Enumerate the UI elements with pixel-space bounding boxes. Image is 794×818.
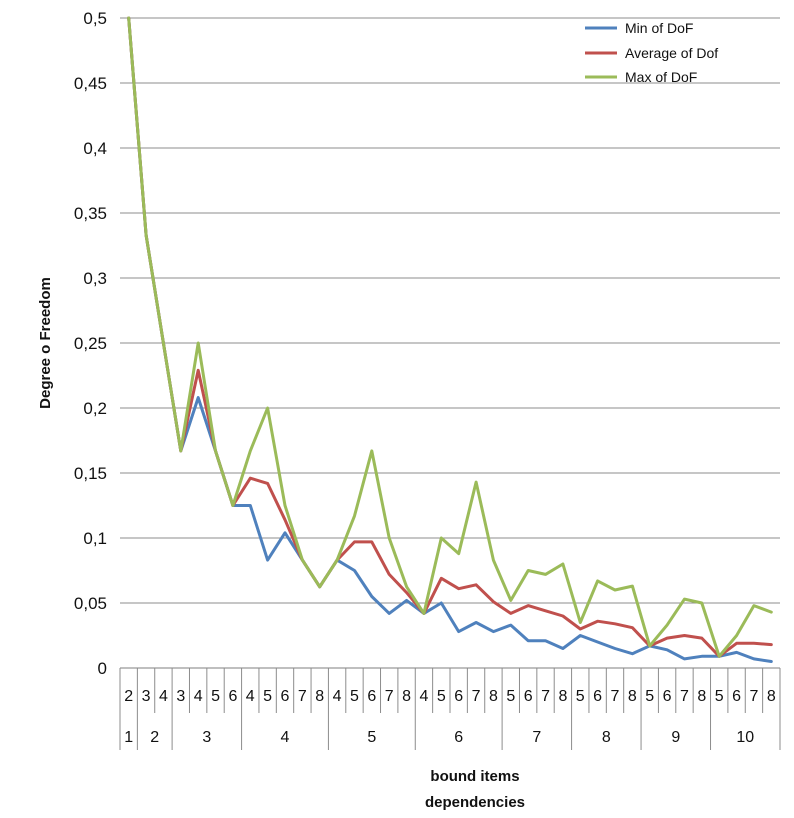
x-group-label: 10 [736,729,754,746]
series-line [127,16,773,663]
y-tick-label: 0,35 [74,204,107,223]
x-tick-label: 4 [194,688,203,705]
x-tick-label: 7 [611,688,620,705]
x-tick-label: 6 [732,688,741,705]
x-tick-label: 7 [298,688,307,705]
x-tick-label: 6 [228,688,237,705]
y-tick-label: 0,5 [83,9,107,28]
x-group-label: 4 [281,729,290,746]
x-tick-label: 7 [472,688,481,705]
x-tick-label: 7 [749,688,758,705]
series-line [127,16,773,658]
x-tick-label: 5 [576,688,585,705]
x-tick-label: 8 [628,688,637,705]
x-group-label: 6 [454,729,463,746]
x-group-label: 2 [150,729,159,746]
x-tick-label: 5 [350,688,359,705]
x-tick-label: 3 [176,688,185,705]
series-line [127,16,773,658]
x-tick-label: 4 [246,688,255,705]
x-category-axis: 2 3 4 3 4 5 6 4 5 6 7 8 4 5 6 7 8 4 5 6 7 8 5 6 7 8 5 6 7 8 5 6 7 8 5 6 7 81 2… [119,668,781,750]
x-tick-label: 6 [454,688,463,705]
x-group-label: 9 [671,729,680,746]
x-group-label: 1 [124,729,133,746]
y-tick-label: 0,2 [83,399,107,418]
x-tick-label: 6 [367,688,376,705]
legend-label-min: Min of DoF [625,20,693,36]
x-tick-label: 7 [385,688,394,705]
x-tick-label: 2 [124,688,133,705]
x-tick-label: 7 [541,688,550,705]
x-tick-label: 8 [697,688,706,705]
x-tick-label: 7 [680,688,689,705]
x-tick-label: 3 [142,688,151,705]
y-tick-labels: 0 0,05 0,1 0,15 0,2 0,25 0,3 0,35 0,4 0,45 0,5 [74,9,107,678]
y-tick-label: 0,25 [74,334,107,353]
x-tick-label: 4 [419,688,428,705]
x-tick-label: 5 [437,688,446,705]
y-tick-label: 0,05 [74,594,107,613]
x-tick-label: 5 [263,688,272,705]
series-lines [127,16,773,663]
y-tick-label: 0,15 [74,464,107,483]
x-group-label: 7 [532,729,541,746]
legend-label-average: Average of Dof [625,45,718,61]
x-tick-label: 8 [558,688,567,705]
y-tick-label: 0 [98,659,107,678]
x-tick-label: 5 [645,688,654,705]
x-tick-label: 8 [767,688,776,705]
y-tick-label: 0,4 [83,139,107,158]
legend: Min of DoF Average of Dof Max of DoF [585,20,718,85]
x-tick-label: 6 [663,688,672,705]
x-axis-title-line2: dependencies [425,794,525,811]
y-tick-label: 0,45 [74,74,107,93]
x-group-label: 5 [367,729,376,746]
x-tick-label: 8 [315,688,324,705]
x-tick-label: 8 [402,688,411,705]
x-group-label: 3 [202,729,211,746]
x-tick-label: 6 [593,688,602,705]
x-tick-label: 6 [281,688,290,705]
y-tick-label: 0,1 [83,529,107,548]
x-axis-title-line1: bound items [430,768,519,785]
y-tick-label: 0,3 [83,269,107,288]
x-tick-label: 5 [715,688,724,705]
x-tick-label: 6 [524,688,533,705]
x-tick-label: 8 [489,688,498,705]
x-group-label: 8 [602,729,611,746]
x-tick-label: 5 [506,688,515,705]
legend-label-max: Max of DoF [625,69,697,85]
y-axis-title: Degree o Freedom [37,277,54,409]
grid-lines [120,17,780,669]
x-tick-label: 5 [211,688,220,705]
x-tick-label: 4 [333,688,342,705]
x-tick-label: 4 [159,688,168,705]
